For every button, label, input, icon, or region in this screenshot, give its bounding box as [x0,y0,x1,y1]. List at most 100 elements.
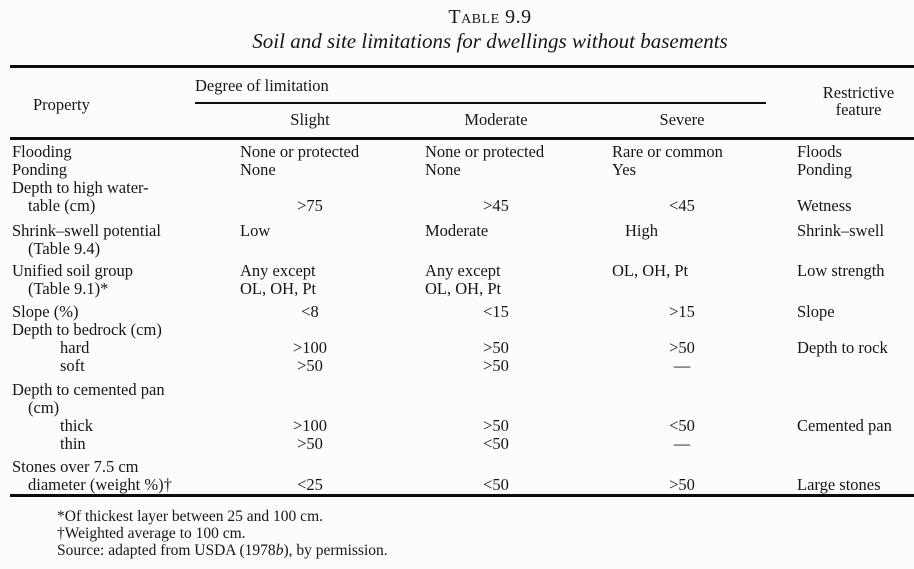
cell-restrictive: Large stones [797,475,881,494]
cell-property: Depth to bedrock (cm) [12,320,162,339]
header-degree-of-limitation: Degree of limitation [195,76,329,95]
cell-slight: >50 [297,434,323,453]
footnotes: *Of thickest layer between 25 and 100 cm… [0,497,914,559]
cell-moderate: >45 [483,196,509,215]
header-restrictive-line2: feature [835,100,882,119]
table-row-pan-thick: thick >100 >50 <50 Cemented pan [12,417,914,435]
cell-restrictive: Wetness [797,196,852,215]
cell-property: hard [60,338,90,357]
cell-severe: — [673,356,691,375]
cell-slight: None [240,160,276,179]
cell-restrictive: Slope [797,302,835,321]
header-restrictive-feature: Restrictive feature [797,84,914,118]
property-line2: diameter (weight %)† [28,475,172,494]
property-line1: Stones over 7.5 cm [12,457,139,476]
table-row-water-table: Depth to high water- table (cm) >75 >45 … [12,179,914,215]
cell-property: Depth to cemented pan (cm) [12,381,240,417]
cell-property: thick [60,416,93,435]
cell-slight: >100 [292,416,328,435]
cell-restrictive: Shrink–swell [797,221,885,240]
table-row-unified-soil-group: Unified soil group (Table 9.1)* Any exce… [12,262,914,298]
cell-property: soft [60,356,85,375]
table-number: Table 9.9 [448,6,532,28]
cell-slight: Low [240,221,271,240]
property-line1: Shrink–swell potential [12,221,161,240]
property-line2: (Table 9.4) [28,239,101,258]
cell-moderate: Moderate [425,221,489,240]
cell-moderate: None [425,160,461,179]
moderate-line1: Any except [425,261,501,280]
cell-moderate: <50 [483,434,509,453]
header-property: Property [33,95,90,114]
source-italic-b: b [275,542,284,559]
cell-slight: >50 [297,356,323,375]
cell-severe: OL, OH, Pt [612,261,689,280]
property-line1: Depth to high water- [12,178,149,197]
cell-restrictive: Ponding [797,160,853,179]
cell-restrictive: Low strength [797,261,885,280]
table-row-ponding: Ponding None None Yes Ponding [12,161,914,179]
cell-moderate: Any except OL, OH, Pt [425,262,612,298]
table-row-stones: Stones over 7.5 cm diameter (weight %)† … [12,458,914,494]
table-title: Soil and site limitations for dwellings … [252,29,728,53]
cell-moderate: None or protected [425,142,545,161]
moderate-line2: OL, OH, Pt [425,279,502,298]
table-row-depth-to-cemented-pan: Depth to cemented pan (cm) [12,381,914,417]
footnote-asterisk: *Of thickest layer between 25 and 100 cm… [57,508,323,525]
property-line1: Unified soil group [12,261,133,280]
table-row-slope: Slope (%) <8 <15 >15 Slope [12,303,914,321]
property-line2: table (cm) [28,196,96,215]
footnote-source: Source: adapted from USDA (1978b), by pe… [57,542,914,559]
table-header: Property Degree of limitation Slight Mod… [0,65,914,140]
rule-header-bottom [10,137,914,140]
cell-restrictive: Cemented pan [797,416,892,435]
table-row-pan-thin: thin >50 <50 — [12,435,914,453]
header-restrictive-line1: Restrictive [822,83,895,102]
table-row-bedrock-soft: soft >50 >50 — [12,357,914,375]
cell-slight: None or protected [240,142,360,161]
rule-table-bottom [10,494,914,497]
cell-slight: >75 [297,196,323,215]
cell-restrictive: Floods [797,142,842,161]
cell-severe: >15 [669,302,695,321]
cell-slight: Any except OL, OH, Pt [240,262,425,298]
table-row-depth-to-bedrock: Depth to bedrock (cm) [12,321,914,339]
property-line2: (cm) [28,398,60,417]
cell-moderate: >50 [483,416,509,435]
property-line2: (Table 9.1)* [28,279,109,298]
property-line1: Depth to cemented pan [12,380,165,399]
source-text: Source: adapted from USDA (1978 [57,542,276,559]
cell-severe: — [673,434,691,453]
cell-property: Slope (%) [12,302,79,321]
cell-slight: >100 [292,338,328,357]
cell-moderate: <50 [483,475,509,494]
cell-property: Stones over 7.5 cm diameter (weight %)† [12,458,240,494]
title-block: Table 9.9 Soil and site limitations for … [0,0,914,53]
header-moderate: Moderate [464,110,528,129]
table-body: Flooding None or protected None or prote… [0,140,914,494]
cell-property: Depth to high water- table (cm) [12,179,240,215]
cell-property: Flooding [12,142,72,161]
cell-severe: >50 [669,475,695,494]
footnote-dagger: †Weighted average to 100 cm. [57,525,246,542]
cell-property: Shrink–swell potential (Table 9.4) [12,222,240,258]
slight-line2: OL, OH, Pt [240,279,317,298]
cell-severe: High [625,221,658,240]
cell-severe: >50 [669,338,695,357]
cell-property: Ponding [12,160,68,179]
table-row-bedrock-hard: hard >100 >50 >50 Depth to rock [12,339,914,357]
slight-line1: Any except [240,261,316,280]
cell-severe: <45 [669,196,695,215]
rule-degree-span [195,102,766,104]
cell-slight: <8 [301,302,319,321]
cell-moderate: >50 [483,338,509,357]
header-severe: Severe [659,110,705,129]
table-row-flooding: Flooding None or protected None or prote… [12,143,914,161]
cell-moderate: <15 [483,302,509,321]
cell-slight: <25 [297,475,323,494]
rule-top [10,65,914,68]
cell-moderate: >50 [483,356,509,375]
cell-severe: Rare or common [612,142,723,161]
cell-severe: Yes [612,160,637,179]
